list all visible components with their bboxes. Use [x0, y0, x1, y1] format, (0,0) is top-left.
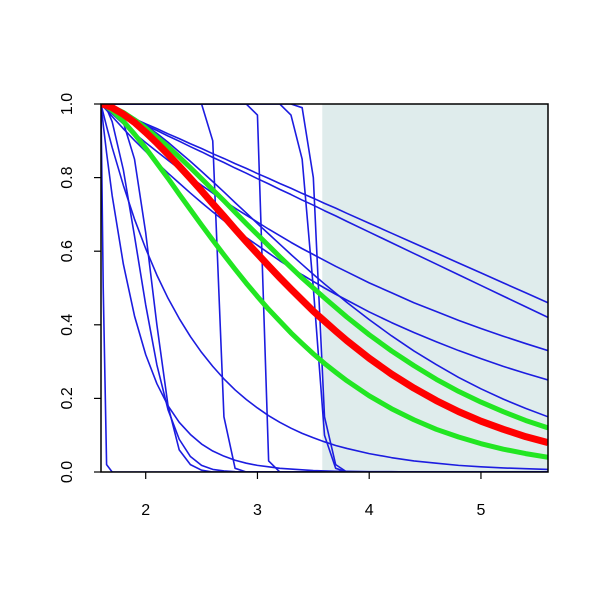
y-tick-label: 0.4 — [59, 314, 76, 336]
curve — [101, 104, 548, 472]
curve — [101, 104, 548, 472]
y-tick-label: 0.0 — [59, 461, 76, 483]
x-tick-label: 5 — [476, 502, 485, 519]
y-tick-label: 0.6 — [59, 240, 76, 262]
x-tick-label: 2 — [141, 502, 150, 519]
curve — [101, 104, 548, 460]
shaded-region — [322, 104, 548, 472]
plot-frame — [100, 103, 549, 473]
curve — [101, 104, 548, 472]
plot-area — [101, 104, 548, 472]
x-tick-label: 4 — [365, 502, 374, 519]
y-tick-label: 1.0 — [59, 93, 76, 115]
curve — [101, 104, 548, 472]
y-tick-label: 0.2 — [59, 387, 76, 409]
curve — [101, 104, 548, 446]
curve — [101, 104, 548, 381]
axes: 2 3 4 5 0.0 0.2 0.4 0.6 0.8 1.0 — [59, 93, 549, 519]
y-tick-label: 0.8 — [59, 166, 76, 188]
curve — [101, 104, 548, 471]
x-tick-label: 3 — [253, 502, 262, 519]
